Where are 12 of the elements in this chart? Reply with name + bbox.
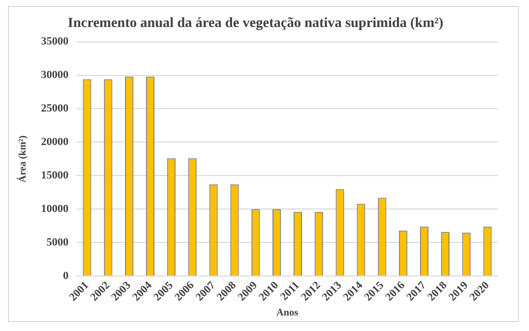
y-tick-label: 30000 — [41, 69, 69, 82]
y-tick-label: 5000 — [46, 236, 69, 248]
x-axis-title: Anos — [276, 308, 298, 319]
y-tick-label: 15000 — [41, 170, 69, 182]
y-tick-label: 25000 — [41, 102, 69, 115]
y-tick-label: 10000 — [41, 203, 69, 216]
y-tick-label: 35000 — [41, 36, 69, 48]
x-tick-label: 2011 — [278, 279, 302, 304]
y-tick-label: 0 — [63, 270, 69, 282]
y-axis-title: Área (km²) — [16, 135, 29, 182]
chart-title: Incremento anual da área de vegetação nativa suprimida (km²) — [68, 16, 444, 32]
y-tick-label: 20000 — [41, 136, 69, 148]
